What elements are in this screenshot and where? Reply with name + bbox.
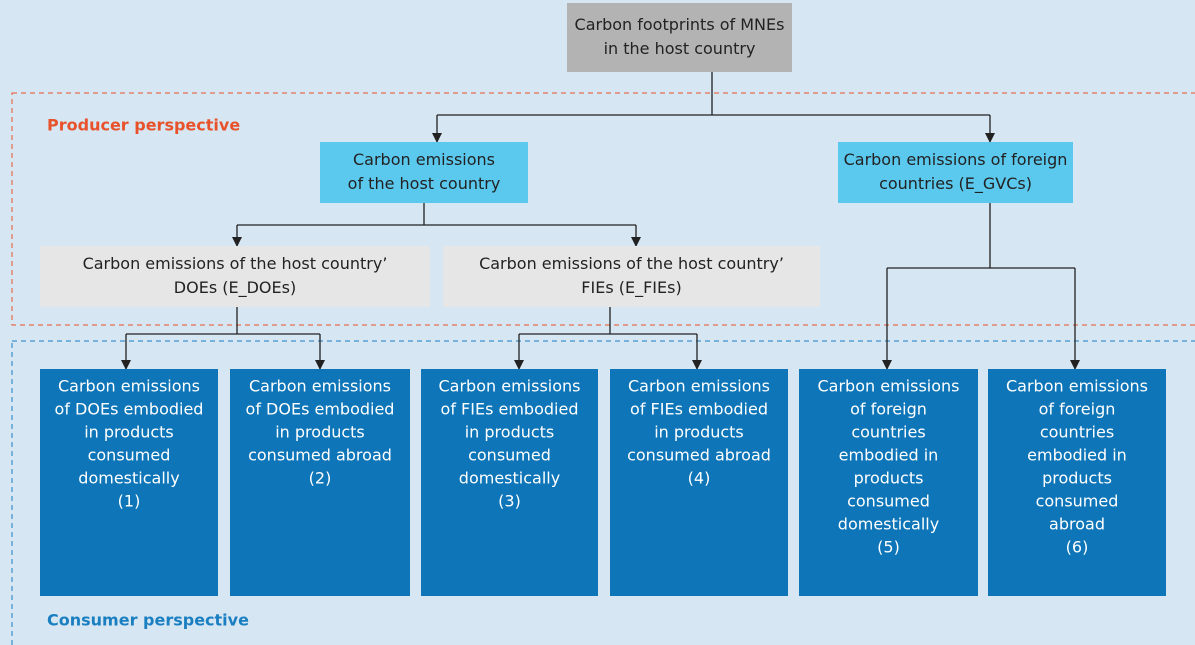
node-box (40, 246, 430, 307)
node-label: (4) (688, 469, 711, 488)
producer-region (11, 92, 1195, 326)
consumer-label: Consumer perspective (47, 611, 249, 630)
node-label: consumed abroad (627, 446, 771, 465)
node-label: consumed (1036, 492, 1119, 511)
node-label: of DOEs embodied (246, 400, 395, 419)
node-label: consumed abroad (248, 446, 392, 465)
node-label: in products (84, 423, 174, 442)
node-label: of the host country (348, 174, 501, 193)
node-label: of FIEs embodied (630, 400, 768, 419)
node-label: consumed (88, 446, 171, 465)
node-label: countries (1040, 423, 1114, 442)
node-label: consumed (847, 492, 930, 511)
node-label: of foreign (850, 400, 927, 419)
node-label: products (854, 469, 924, 488)
node-label: domestically (459, 469, 560, 488)
node-label: countries (E_GVCs) (879, 174, 1032, 194)
node-label: in the host country (604, 39, 756, 58)
node-label: DOEs (E_DOEs) (174, 278, 296, 298)
node-label: of FIEs embodied (441, 400, 579, 419)
node-label: (3) (498, 492, 521, 511)
node-label: (1) (118, 492, 141, 511)
node-label: Carbon emissions (1006, 377, 1148, 396)
connectors (121, 72, 1080, 370)
node-label: abroad (1049, 515, 1105, 534)
node-label: Carbon emissions (439, 377, 581, 396)
node-box (40, 369, 218, 596)
node-label: in products (654, 423, 744, 442)
node-label: (5) (877, 538, 900, 557)
node-label: Carbon emissions of foreign (844, 150, 1068, 169)
node-label: products (1042, 469, 1112, 488)
node-label: of DOEs embodied (55, 400, 204, 419)
node-box (988, 369, 1166, 596)
node-label: Carbon emissions (58, 377, 200, 396)
node-label: of foreign (1039, 400, 1116, 419)
node-label: domestically (838, 515, 939, 534)
node-label: embodied in (1027, 446, 1127, 465)
node-label: Carbon footprints of MNEs (575, 15, 785, 34)
node-label: consumed (468, 446, 551, 465)
consumer-region (11, 340, 1195, 645)
node-box (610, 369, 788, 596)
node-box (320, 142, 528, 203)
node-label: Carbon emissions of the host country’ (83, 254, 388, 273)
node-label: Carbon emissions of the host country’ (479, 254, 784, 273)
node-box (443, 246, 820, 307)
node-box (838, 142, 1073, 203)
node-label: in products (275, 423, 365, 442)
node-label: Carbon emissions (353, 150, 495, 169)
node-box (799, 369, 978, 596)
node-label: Carbon emissions (249, 377, 391, 396)
node-label: (6) (1066, 538, 1089, 557)
node-label: (2) (309, 469, 332, 488)
node-label: embodied in (839, 446, 939, 465)
node-label: domestically (78, 469, 179, 488)
node-label: Carbon emissions (818, 377, 960, 396)
node-label: FIEs (E_FIEs) (581, 278, 681, 298)
node-box (230, 369, 410, 596)
node-label: Carbon emissions (628, 377, 770, 396)
node-label: countries (851, 423, 925, 442)
node-label: in products (465, 423, 555, 442)
node-box (567, 3, 792, 72)
node-box (421, 369, 598, 596)
producer-label: Producer perspective (47, 116, 240, 135)
